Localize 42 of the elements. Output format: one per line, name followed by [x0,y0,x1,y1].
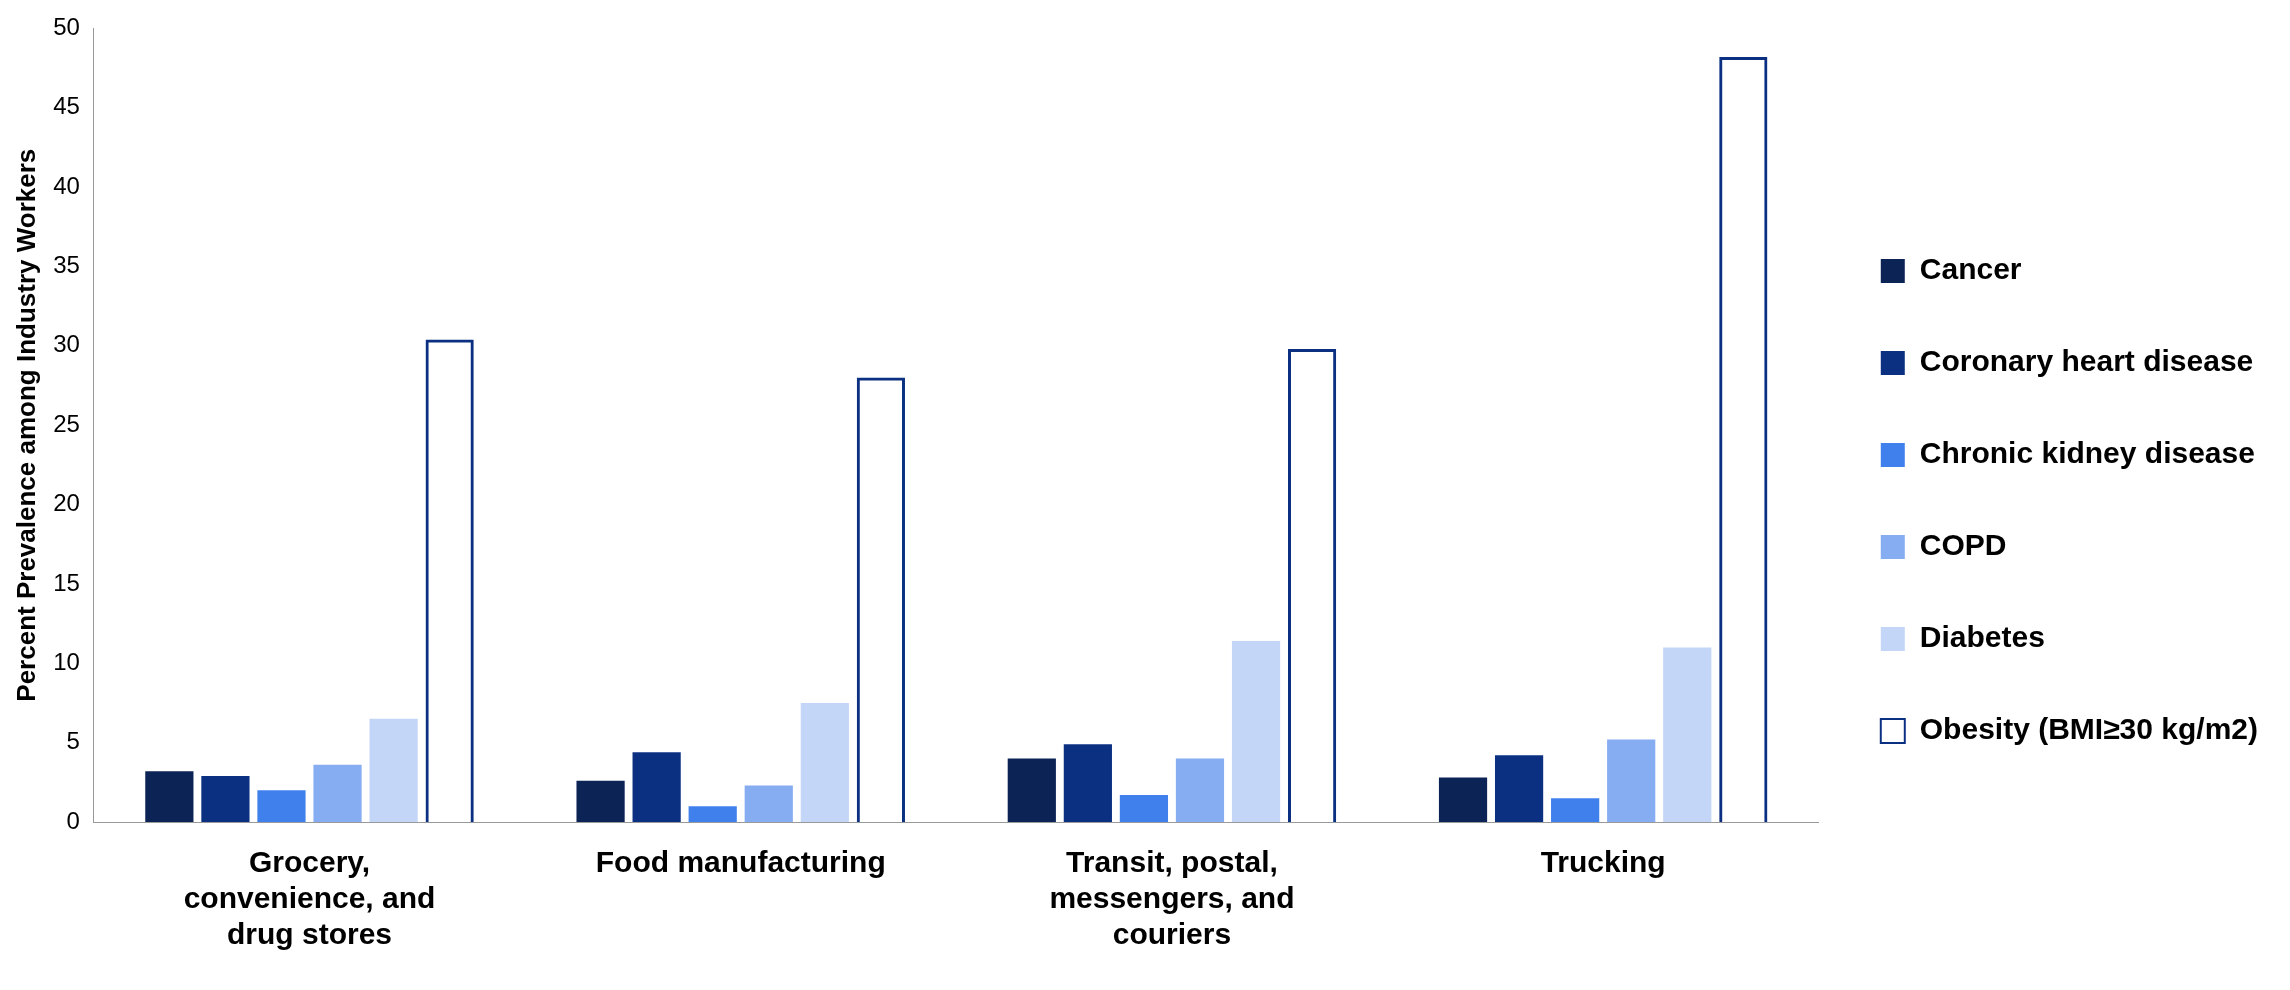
y-tick-label: 15 [53,568,80,596]
bar [1175,758,1225,822]
y-tick-label: 40 [53,171,80,199]
y-tick-label: 20 [53,489,80,517]
y-tick-label: 30 [53,330,80,358]
legend-label: Coronary heart disease [1919,344,2254,378]
y-tick-label: 50 [53,13,80,41]
legend-label: Chronic kidney disease [1919,436,2255,470]
x-tick-label: Food manufacturing [595,845,886,879]
bar [145,771,194,822]
x-tick-label: Trucking [1540,845,1666,879]
bar [1438,777,1488,822]
bar [1494,755,1544,822]
bar [257,790,306,822]
bar [1119,795,1169,822]
bar [1231,641,1281,822]
bar [744,785,793,822]
bar [1663,647,1712,822]
x-tick-label: Grocery, convenience, and drug stores [183,845,436,951]
y-tick-label: 0 [66,806,80,834]
bar [688,806,737,822]
bar [369,718,418,822]
y-tick-label: 25 [53,409,80,437]
y-tick-label: 5 [66,727,80,755]
bar [1007,758,1056,822]
legend-label: Cancer [1919,252,2022,286]
bar [1551,798,1600,822]
bar [1607,739,1656,822]
y-tick-label: 35 [53,251,80,279]
bar [632,752,681,822]
bar [800,702,849,822]
bar [313,764,362,822]
legend-label: Diabetes [1919,620,2045,654]
legend-label: Obesity (BMI≥30 kg/m2) [1919,712,2258,746]
x-tick-label: Transit, postal, messengers, and couriers [1049,845,1295,951]
y-tick-label: 10 [53,647,80,675]
bar [576,780,625,822]
bar [1063,744,1112,822]
legend-label: COPD [1919,528,2007,562]
bar [201,775,250,822]
y-tick-label: 45 [53,92,80,120]
y-axis-title: Percent Prevalence among Industry Workers [10,148,41,702]
